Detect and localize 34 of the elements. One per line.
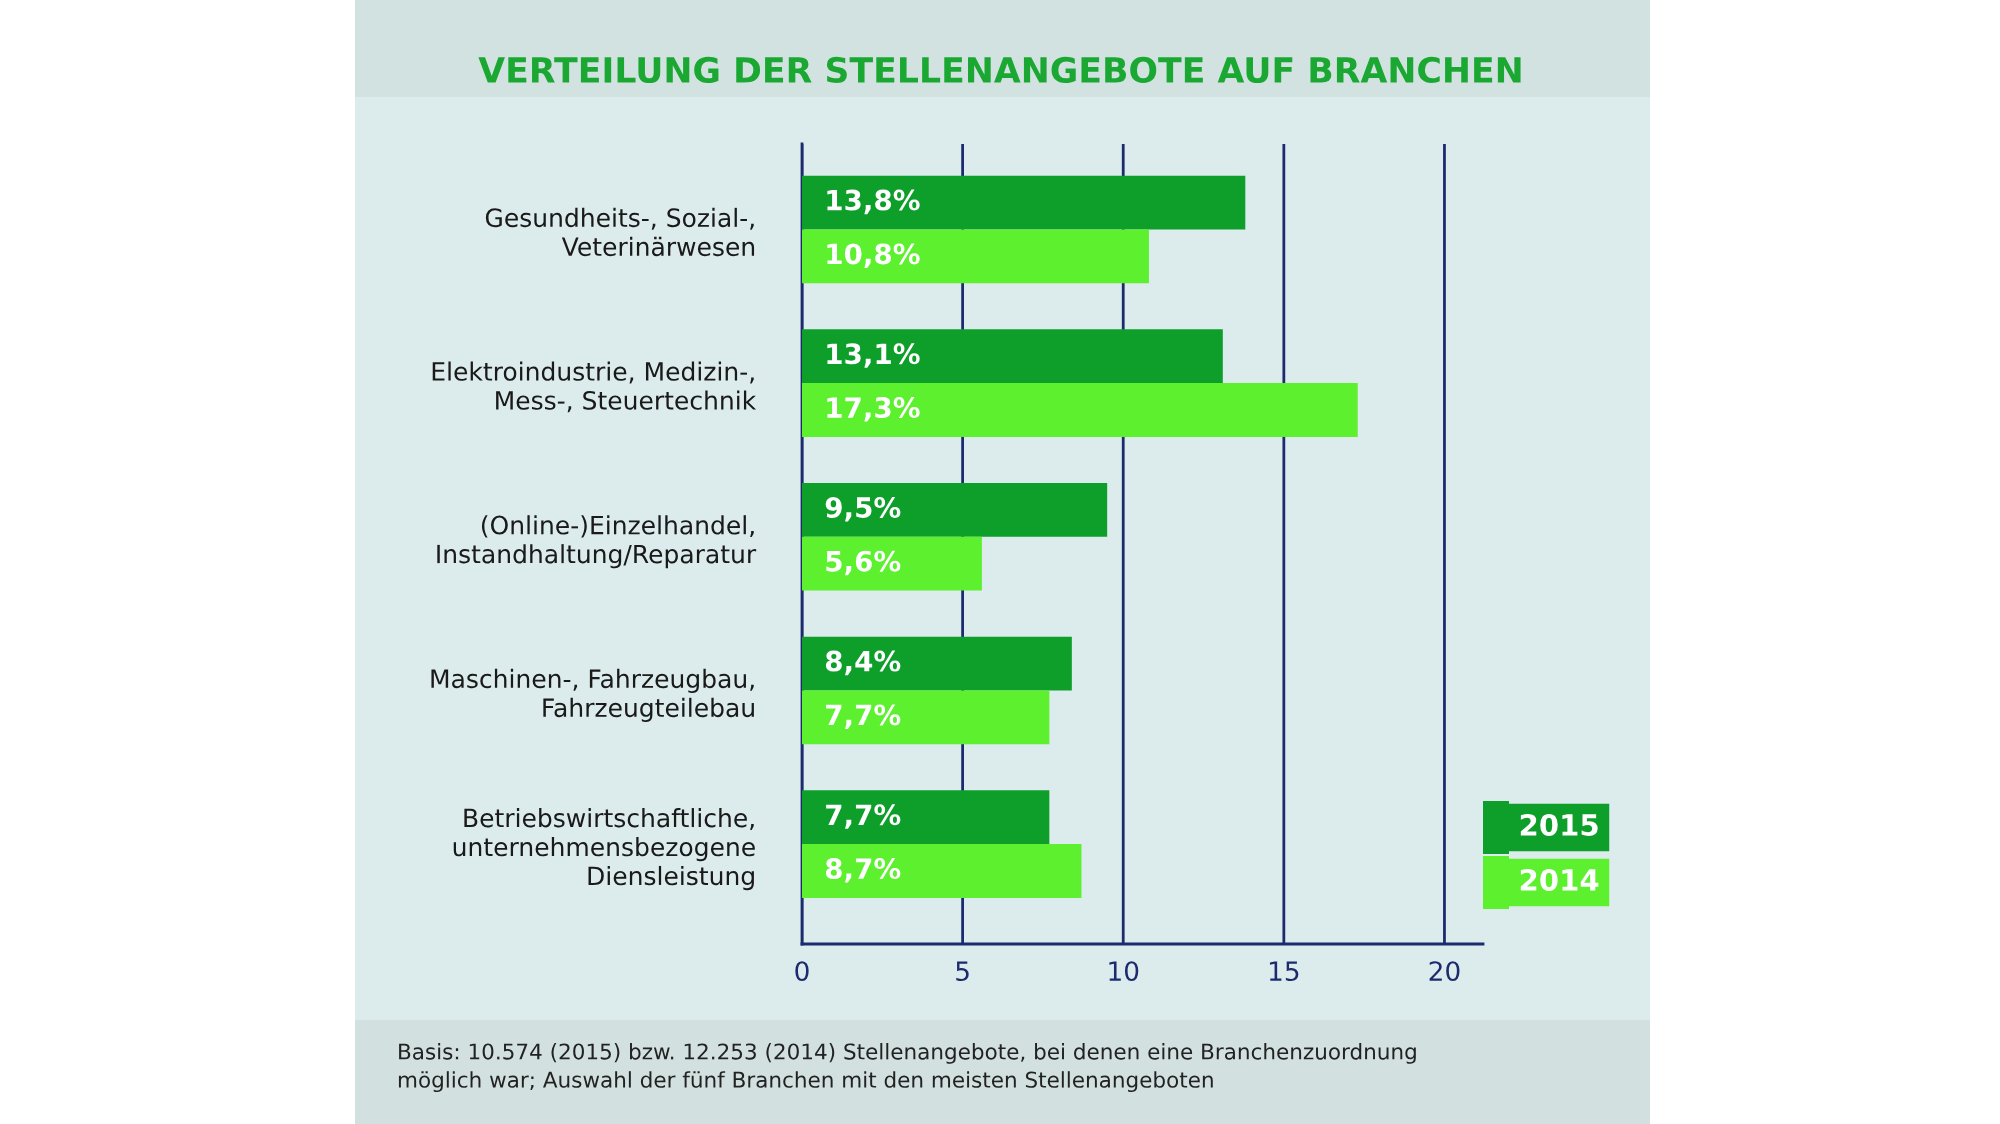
bar — [802, 175, 1246, 230]
bar — [802, 844, 1082, 898]
text: Basis: 10.574 (2015) bzw. 12.253 (2014) Stellenangebote, bei denen eine Branchenzuordnung möglich war; Auswahl der fünf Branchen mit den meisten Stellenangeboten — [398, 1043, 1416, 1093]
bar — [802, 790, 1050, 845]
data-label: 8,7% — [825, 858, 901, 883]
data-label: 7,7% — [826, 704, 901, 729]
x-tick-label: 0 — [795, 961, 809, 982]
y-tick-label: (Online-)Einzelhandel, Instandhaltung/Reparatur — [437, 515, 757, 569]
bar — [802, 536, 982, 591]
data-label: 13,1% — [827, 343, 920, 368]
x-tick-label: 15 — [1269, 961, 1299, 982]
legend-label: 2015 — [1520, 813, 1598, 836]
y-tick-label: Elektroindustrie, Medizin-, Mess-, Steuertechnik — [432, 361, 757, 413]
y-tick-label: Gesundheits-, Sozial-, Veterinärwesen — [485, 207, 755, 257]
x-tick-label: 20 — [1429, 961, 1460, 982]
data-label: 9,5% — [825, 496, 901, 522]
data-label: 5,6% — [826, 550, 901, 576]
bar — [802, 383, 1358, 437]
data-label: 17,3% — [827, 397, 920, 422]
y-tick-label: Maschinen-, Fahrzeugbau, Fahrzeugteilebau — [431, 668, 754, 722]
x-tick-label: 5 — [956, 961, 969, 982]
data-label: 8,4% — [825, 650, 901, 676]
data-label: 7,7% — [826, 804, 901, 829]
bar — [802, 482, 1108, 537]
bar — [802, 636, 1072, 691]
y-tick-label: Betriebswirtschaftliche, unternehmensbezogene Diensleistung — [453, 808, 755, 891]
x-tick-label: 10 — [1109, 961, 1139, 982]
bar — [802, 229, 1149, 284]
legend-label: 2014 — [1520, 868, 1599, 891]
bar — [802, 690, 1050, 745]
chart-title: VERTEILUNG DER STELLENANGEBOTE AUF BRANCHEN — [478, 56, 1521, 84]
data-label: 13,8% — [827, 189, 920, 215]
bar — [802, 329, 1223, 384]
data-label: 10,8% — [827, 243, 920, 268]
